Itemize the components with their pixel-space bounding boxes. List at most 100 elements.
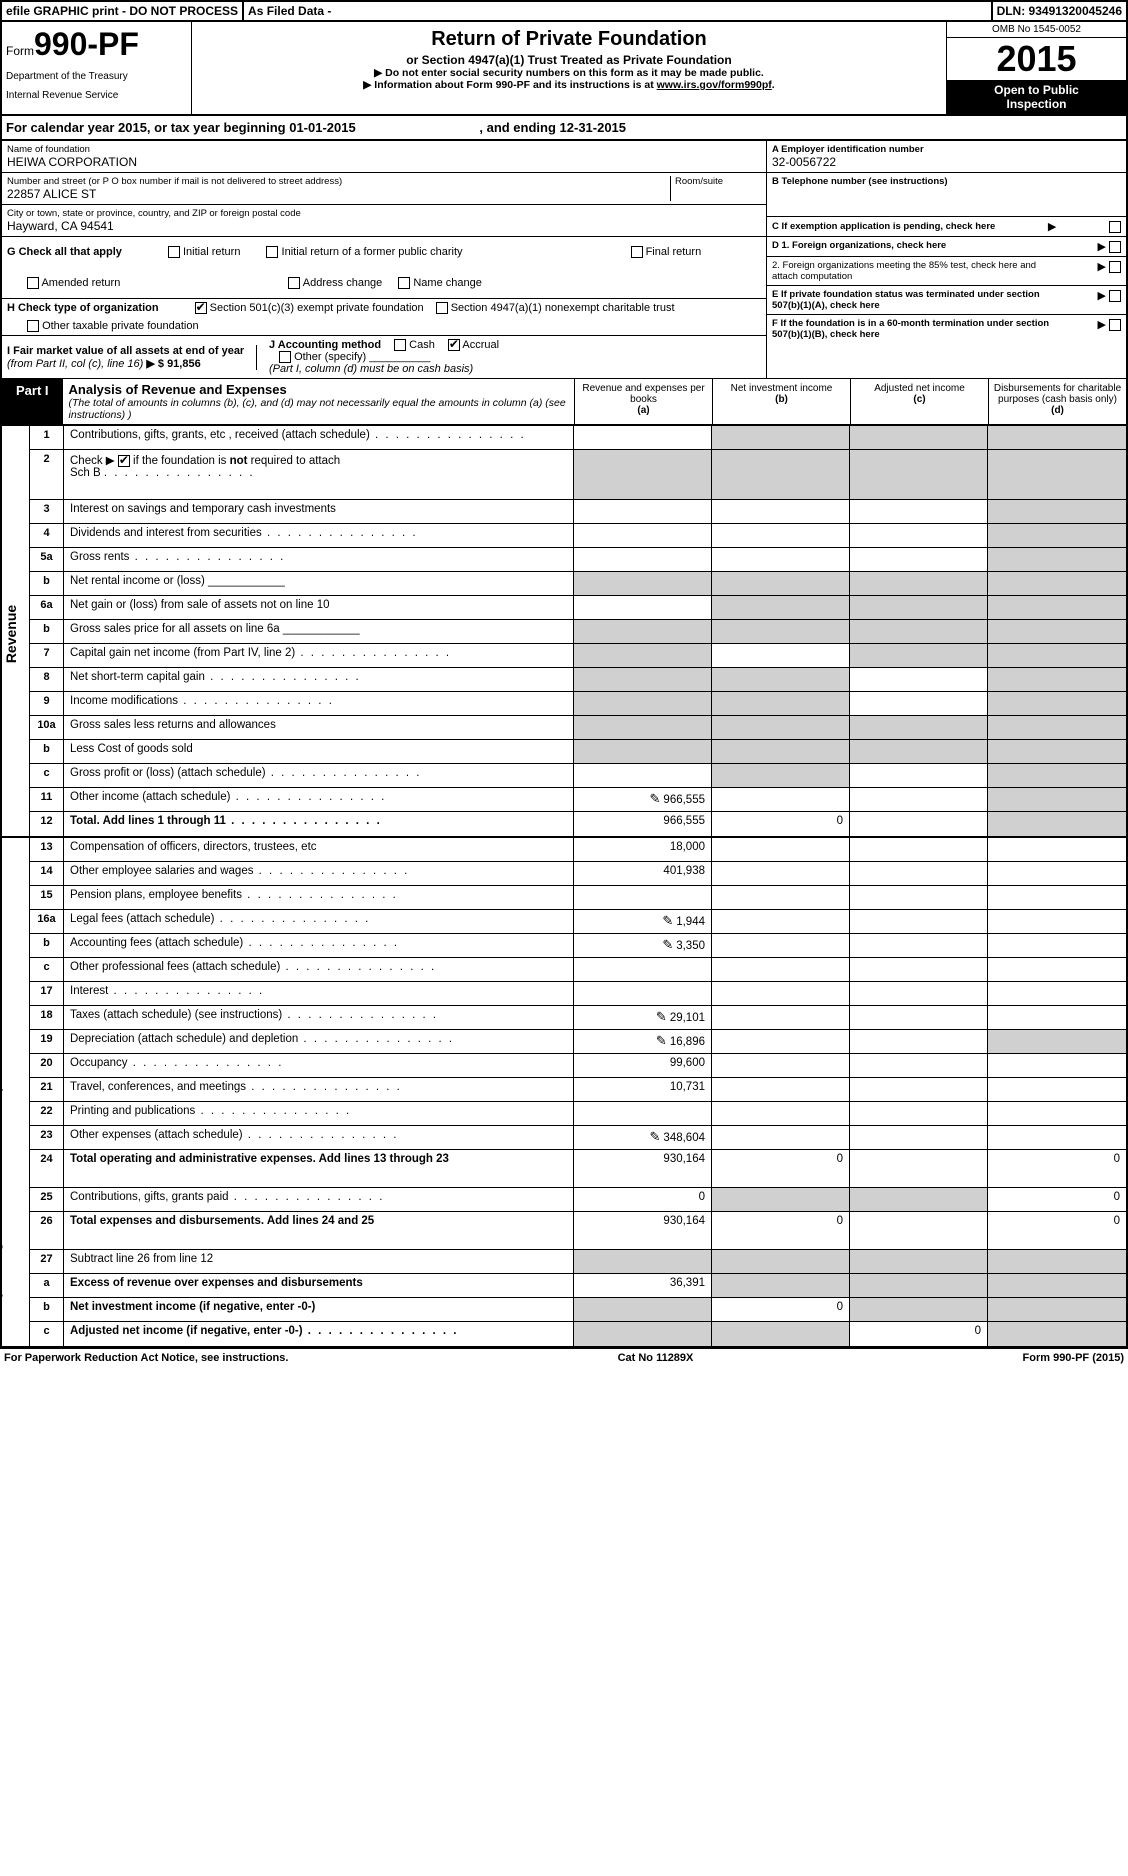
g-initial-checkbox[interactable]	[168, 246, 180, 258]
row-3-desc: Interest on savings and temporary cash i…	[64, 500, 574, 523]
footer-right: Form 990-PF (2015)	[1023, 1352, 1124, 1364]
row-6a-desc: Net gain or (loss) from sale of assets n…	[64, 596, 574, 619]
g-label: G Check all that apply	[7, 246, 122, 258]
i-label: I Fair market value of all assets at end…	[7, 345, 244, 357]
ein-value: 32-0056722	[772, 155, 1121, 169]
d1-checkbox[interactable]	[1109, 241, 1121, 253]
form-note-info: ▶ Information about Form 990-PF and its …	[198, 79, 940, 91]
pencil-icon	[656, 1009, 670, 1025]
row-14-desc: Other employee salaries and wages	[64, 862, 574, 885]
g-name-checkbox[interactable]	[398, 277, 410, 289]
h-label: H Check type of organization	[7, 302, 159, 314]
row-15-desc: Pension plans, employee benefits	[64, 886, 574, 909]
g-initial-former-checkbox[interactable]	[266, 246, 278, 258]
expense-side-label: Operating and Administrative Expenses	[2, 838, 30, 1346]
row-25-desc: Contributions, gifts, grants paid	[64, 1188, 574, 1211]
form-prefix: Form	[6, 44, 34, 58]
form-subtitle: or Section 4947(a)(1) Trust Treated as P…	[198, 53, 940, 67]
form-header: Form990-PF Department of the Treasury In…	[0, 22, 1128, 116]
row-19-desc: Depreciation (attach schedule) and deple…	[64, 1030, 574, 1053]
row-21-desc: Travel, conferences, and meetings	[64, 1078, 574, 1101]
c-checkbox[interactable]	[1109, 221, 1121, 233]
ein-label: A Employer identification number	[772, 144, 1121, 155]
form-number: 990-PF	[34, 26, 139, 62]
g-address-checkbox[interactable]	[288, 277, 300, 289]
row-4-desc: Dividends and interest from securities	[64, 524, 574, 547]
row-27a-desc: Excess of revenue over expenses and disb…	[64, 1274, 574, 1297]
pencil-icon	[662, 913, 676, 929]
footer-mid: Cat No 11289X	[618, 1352, 694, 1364]
row-13-desc: Compensation of officers, directors, tru…	[64, 838, 574, 861]
form-title-block: Return of Private Foundation or Section …	[192, 22, 946, 114]
row-27c-desc: Adjusted net income (if negative, enter …	[64, 1322, 574, 1346]
e-checkbox[interactable]	[1109, 290, 1121, 302]
foundation-name: HEIWA CORPORATION	[7, 155, 761, 169]
row-1-desc: Contributions, gifts, grants, etc , rece…	[64, 426, 574, 449]
row-8-desc: Net short-term capital gain	[64, 668, 574, 691]
row-5a-desc: Gross rents	[64, 548, 574, 571]
row-9-desc: Income modifications	[64, 692, 574, 715]
city-label: City or town, state or province, country…	[7, 208, 761, 219]
form-number-block: Form990-PF Department of the Treasury In…	[2, 22, 192, 114]
h-4947-checkbox[interactable]	[436, 302, 448, 314]
room-label: Room/suite	[675, 176, 761, 187]
row-20-desc: Occupancy	[64, 1054, 574, 1077]
row-10c-desc: Gross profit or (loss) (attach schedule)	[64, 764, 574, 787]
row-24-desc: Total operating and administrative expen…	[64, 1150, 574, 1187]
g-amended-checkbox[interactable]	[27, 277, 39, 289]
row-7-desc: Capital gain net income (from Part IV, l…	[64, 644, 574, 667]
f-label: F If the foundation is in a 60-month ter…	[772, 318, 1052, 340]
open-public-badge: Open to Public Inspection	[947, 80, 1126, 114]
col-b-header: Net investment income(b)	[712, 379, 850, 424]
row-23-desc: Other expenses (attach schedule)	[64, 1126, 574, 1149]
d1-label: D 1. Foreign organizations, check here	[772, 240, 946, 253]
g-final-checkbox[interactable]	[631, 246, 643, 258]
d2-label: 2. Foreign organizations meeting the 85%…	[772, 260, 1052, 282]
form-note-ssn: ▶ Do not enter social security numbers o…	[198, 67, 940, 79]
pencil-icon	[650, 1129, 664, 1145]
row-17-desc: Interest	[64, 982, 574, 1005]
row-11-desc: Other income (attach schedule)	[64, 788, 574, 811]
dln-label: DLN: 93491320045246	[993, 2, 1126, 20]
address-value: 22857 ALICE ST	[7, 187, 666, 201]
f-checkbox[interactable]	[1109, 319, 1121, 331]
h-other-checkbox[interactable]	[27, 320, 39, 332]
row-10b-desc: Less Cost of goods sold	[64, 740, 574, 763]
dept-treasury: Department of the Treasury	[6, 71, 187, 82]
row-16b-desc: Accounting fees (attach schedule)	[64, 934, 574, 957]
j-accrual-checkbox[interactable]	[448, 339, 460, 351]
pencil-icon	[650, 791, 664, 807]
pencil-icon	[656, 1033, 670, 1049]
row-16a-desc: Legal fees (attach schedule)	[64, 910, 574, 933]
row-18-desc: Taxes (attach schedule) (see instruction…	[64, 1006, 574, 1029]
name-label: Name of foundation	[7, 144, 761, 155]
top-bar: efile GRAPHIC print - DO NOT PROCESS As …	[0, 0, 1128, 22]
pencil-icon	[662, 937, 676, 953]
irs-link[interactable]: www.irs.gov/form990pf	[657, 79, 772, 91]
c-pending-label: C If exemption application is pending, c…	[772, 221, 995, 232]
revenue-side-label: Revenue	[2, 426, 30, 836]
address-label: Number and street (or P O box number if …	[7, 176, 666, 187]
i-fmv-value: ▶ $ 91,856	[146, 358, 200, 370]
col-a-header: Revenue and expenses per books(a)	[574, 379, 712, 424]
page-footer: For Paperwork Reduction Act Notice, see …	[0, 1348, 1128, 1367]
j-other-checkbox[interactable]	[279, 351, 291, 363]
row-5b-desc: Net rental income or (loss) ____________	[64, 572, 574, 595]
j-cash-checkbox[interactable]	[394, 339, 406, 351]
phone-label: B Telephone number (see instructions)	[772, 176, 1121, 187]
row-12-desc: Total. Add lines 1 through 11	[64, 812, 574, 836]
h-501c3-checkbox[interactable]	[195, 302, 207, 314]
row-26-desc: Total expenses and disbursements. Add li…	[64, 1212, 574, 1249]
entity-info-grid: Name of foundation HEIWA CORPORATION Num…	[0, 141, 1128, 237]
tax-year: 2015	[947, 38, 1126, 80]
j-note: (Part I, column (d) must be on cash basi…	[269, 363, 473, 375]
form-990pf-document: efile GRAPHIC print - DO NOT PROCESS As …	[0, 0, 1128, 1367]
part1-expense-table: Operating and Administrative Expenses 13…	[0, 838, 1128, 1348]
dept-irs: Internal Revenue Service	[6, 90, 187, 101]
schb-checkbox[interactable]	[118, 455, 130, 467]
d2-checkbox[interactable]	[1109, 261, 1121, 273]
row-2-desc: Check ▶ if the foundation is not require…	[64, 450, 574, 499]
row-10a-desc: Gross sales less returns and allowances	[64, 716, 574, 739]
form-title: Return of Private Foundation	[198, 28, 940, 51]
row-27b-desc: Net investment income (if negative, ente…	[64, 1298, 574, 1321]
